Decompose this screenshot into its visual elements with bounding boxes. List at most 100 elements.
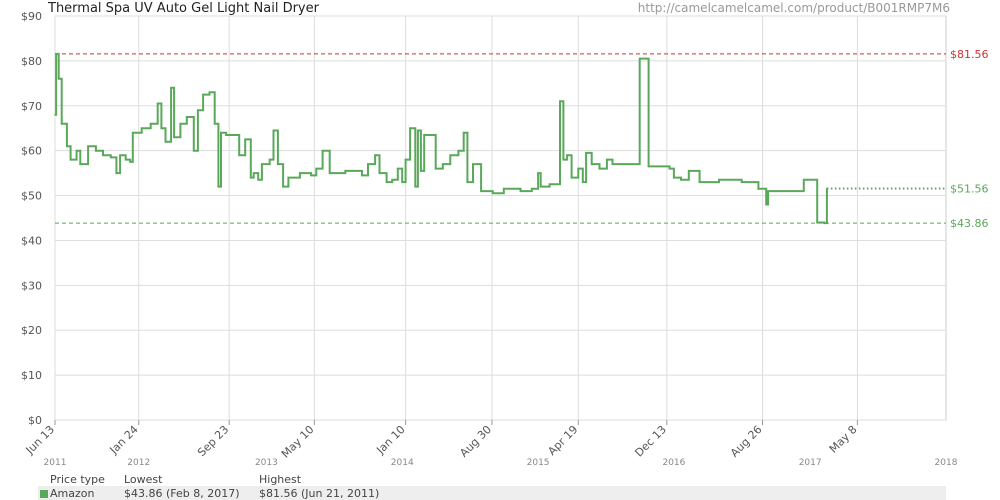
x-tick-label: May 10	[279, 423, 317, 461]
price-point	[252, 172, 255, 174]
legend-header-lowest: Lowest	[124, 472, 163, 486]
price-point	[606, 158, 608, 161]
price-point	[367, 163, 369, 165]
x-tick-label: Aug 30	[457, 423, 494, 460]
price-point	[57, 78, 60, 80]
price-point	[173, 136, 175, 138]
price-point	[598, 167, 601, 170]
price-point	[409, 127, 411, 130]
year-label: 2018	[935, 458, 958, 468]
price-point	[238, 154, 241, 156]
price-point	[344, 170, 347, 172]
price-point	[537, 172, 539, 174]
price-point	[423, 134, 426, 136]
price-point	[160, 127, 163, 130]
price-point	[566, 154, 568, 156]
price-point	[539, 185, 542, 188]
year-label: 2012	[127, 458, 150, 468]
price-point	[786, 190, 789, 192]
price-point	[257, 179, 260, 181]
y-tick-label: $60	[21, 145, 42, 158]
x-tick-label: Dec 13	[632, 423, 669, 460]
price-point	[503, 188, 505, 190]
price-point	[55, 53, 57, 55]
price-point	[718, 179, 720, 181]
price-point	[420, 170, 422, 172]
price-point	[95, 149, 97, 152]
legend-amazon-row[interactable]: Amazon $43.86 (Feb 8, 2017) $81.56 (Jun …	[38, 486, 946, 500]
highest-price-label: $81.56	[950, 48, 989, 61]
x-tick-label: May 8	[827, 423, 860, 456]
price-point	[272, 129, 275, 132]
x-tick-label: Apr 19	[545, 423, 580, 458]
y-axis: $0 $10 $20 $30 $40 $50 $60 $70 $80 $90	[21, 10, 42, 427]
price-point	[60, 122, 63, 125]
price-point	[519, 190, 522, 192]
amazon-swatch-icon	[40, 489, 48, 498]
price-point	[282, 185, 284, 188]
price-point	[590, 163, 593, 165]
price-point	[328, 172, 331, 174]
x-tick-label: Sep 23	[195, 423, 231, 459]
price-point	[823, 222, 826, 224]
price-point	[119, 154, 121, 156]
price-point	[548, 183, 551, 186]
price-series	[54, 52, 828, 225]
price-point	[466, 181, 469, 183]
price-point	[225, 134, 228, 136]
price-point	[129, 161, 131, 163]
price-point	[170, 87, 172, 89]
legend-table: Price type Lowest Highest Amazon $43.86 …	[38, 472, 946, 500]
x-tick-label: Jan 10	[373, 423, 407, 457]
price-point	[217, 185, 220, 188]
price-point	[79, 163, 82, 165]
legend-header-price-type: Price type	[50, 472, 105, 486]
price-point	[374, 154, 376, 156]
price-point	[680, 179, 682, 181]
y-tick-label: $40	[21, 234, 42, 247]
price-point	[417, 129, 419, 132]
price-point	[277, 163, 279, 165]
price-point	[315, 167, 318, 170]
price-point	[491, 192, 494, 195]
price-point	[131, 131, 134, 134]
price-point	[401, 181, 404, 183]
price-point	[396, 167, 399, 170]
price-point	[164, 140, 167, 143]
lowest-price-label: $43.86	[950, 217, 989, 230]
price-point	[559, 100, 561, 103]
y-tick-label: $90	[21, 10, 42, 23]
price-chart: $81.56$51.56$43.86 $0$10$20$30$40$50$60$…	[21, 1, 989, 468]
price-point	[179, 122, 182, 125]
price-point	[299, 172, 301, 174]
price-point	[54, 113, 56, 116]
price-point	[757, 188, 760, 190]
amazon-price-line	[55, 52, 828, 225]
price-point	[570, 176, 573, 179]
price-point	[668, 167, 671, 170]
price-point	[816, 221, 819, 224]
y-tick-label: $30	[21, 279, 42, 292]
chart-grid	[54, 15, 947, 421]
legend-amazon-label: Amazon	[50, 486, 95, 500]
price-point	[115, 172, 118, 174]
price-point	[244, 138, 246, 141]
price-point	[472, 163, 474, 165]
legend-amazon-highest: $81.56 (Jun 21, 2011)	[259, 486, 380, 500]
x-tick-label: Jun 13	[23, 423, 57, 457]
price-point	[562, 158, 565, 161]
price-point	[449, 154, 452, 156]
price-point	[673, 176, 675, 179]
price-point	[193, 149, 195, 152]
price-point	[645, 57, 648, 60]
price-point	[197, 109, 199, 112]
product-url[interactable]: http://camelcamelcamel.com/product/B001R…	[638, 1, 950, 15]
legend-header-highest: Highest	[259, 472, 302, 486]
price-point	[87, 145, 89, 147]
price-point	[321, 149, 324, 152]
y-tick-label: $50	[21, 190, 42, 203]
price-point	[378, 172, 381, 174]
year-label: 2017	[799, 458, 822, 468]
price-point	[803, 179, 805, 181]
price-point	[261, 163, 263, 165]
